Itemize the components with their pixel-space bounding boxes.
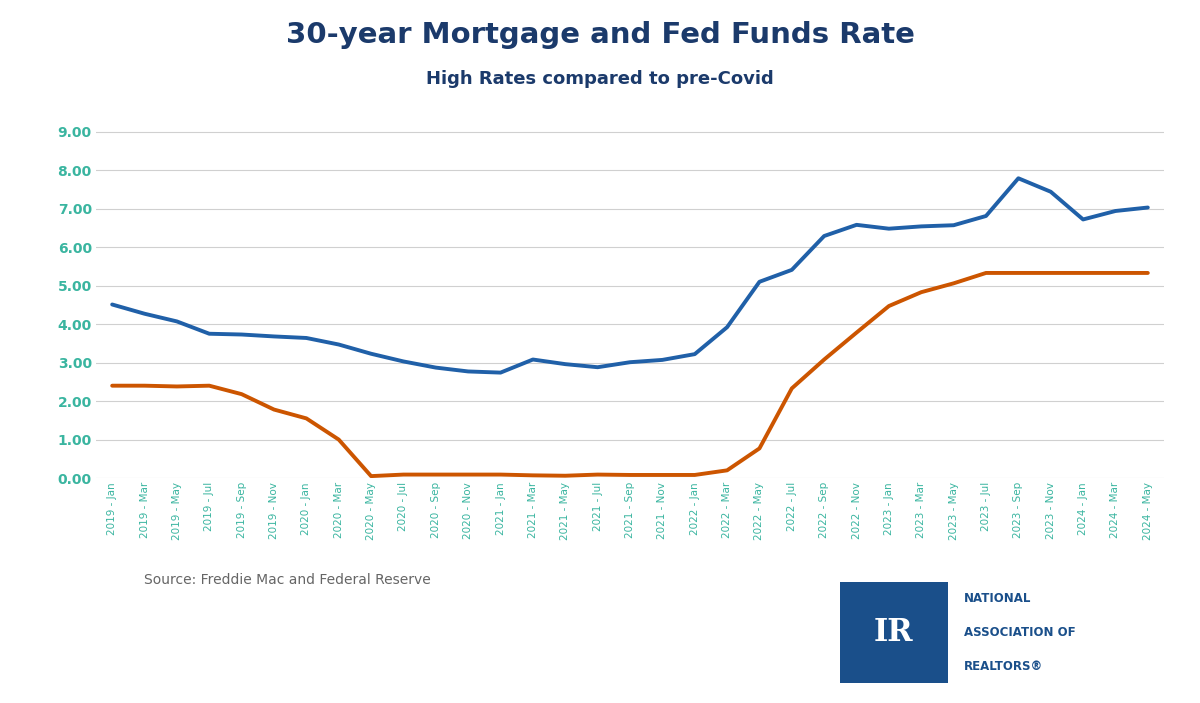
Text: High Rates compared to pre-Covid: High Rates compared to pre-Covid [426,70,774,89]
Text: Source: Freddie Mac and Federal Reserve: Source: Freddie Mac and Federal Reserve [144,573,431,587]
Text: 30-year Mortgage and Fed Funds Rate: 30-year Mortgage and Fed Funds Rate [286,21,914,49]
Text: ASSOCIATION OF: ASSOCIATION OF [965,626,1076,639]
Text: REALTORS®: REALTORS® [965,660,1044,673]
Bar [840,582,948,683]
Text: NATIONAL: NATIONAL [965,593,1032,605]
Text: IR: IR [874,617,913,648]
